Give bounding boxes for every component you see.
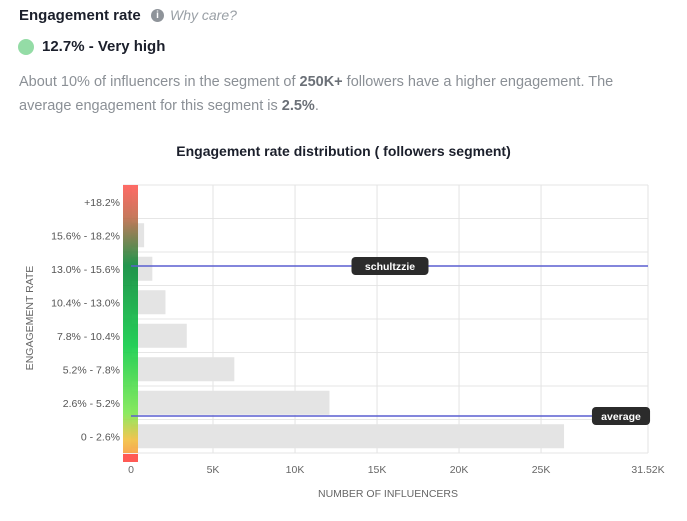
why-care-label: Why care? [170,7,237,23]
chart-title: Engagement rate distribution ( followers… [176,143,511,159]
x-tick-label: 5K [207,464,220,476]
x-tick-label: 0 [128,464,134,476]
y-tick-label: 13.0% - 15.6% [51,264,120,276]
x-tick-label: 25K [532,464,551,476]
x-tick-label: 20K [450,464,469,476]
marker-badge [591,407,651,425]
x-tick-label: 10K [286,464,305,476]
marker-badge [351,257,429,275]
y-tick-label: 7.8% - 10.4% [57,331,120,343]
section-title: Engagement rate [19,7,141,24]
info-icon: i [151,8,164,22]
gradient-scale [123,185,138,453]
marker-label: average [601,411,641,423]
bar[interactable] [131,323,187,348]
gradient-scale-end [123,454,138,462]
y-axis-label: ENGAGEMENT RATE [24,266,36,371]
y-tick-label: 2.6% - 5.2% [63,398,120,410]
x-tick-label: 15K [368,464,387,476]
y-tick-label: +18.2% [84,197,120,209]
y-tick-label: 10.4% - 13.0% [51,297,120,309]
y-tick-label: 15.6% - 18.2% [51,230,120,242]
bar[interactable] [131,424,565,449]
status-dot [18,39,34,55]
bar[interactable] [131,390,330,415]
y-tick-label: 5.2% - 7.8% [63,364,120,376]
x-axis-label: NUMBER OF INFLUENCERS [318,488,458,500]
rate-label: 12.7% - Very high [42,38,166,55]
bar[interactable] [131,357,235,382]
why-care-link[interactable]: i Why care? [151,7,237,23]
marker-label: schultzzie [365,261,415,273]
description: About 10% of influencers in the segment … [19,74,614,114]
y-tick-label: 0 - 2.6% [81,431,120,443]
x-tick-label: 31.52K [631,464,664,476]
